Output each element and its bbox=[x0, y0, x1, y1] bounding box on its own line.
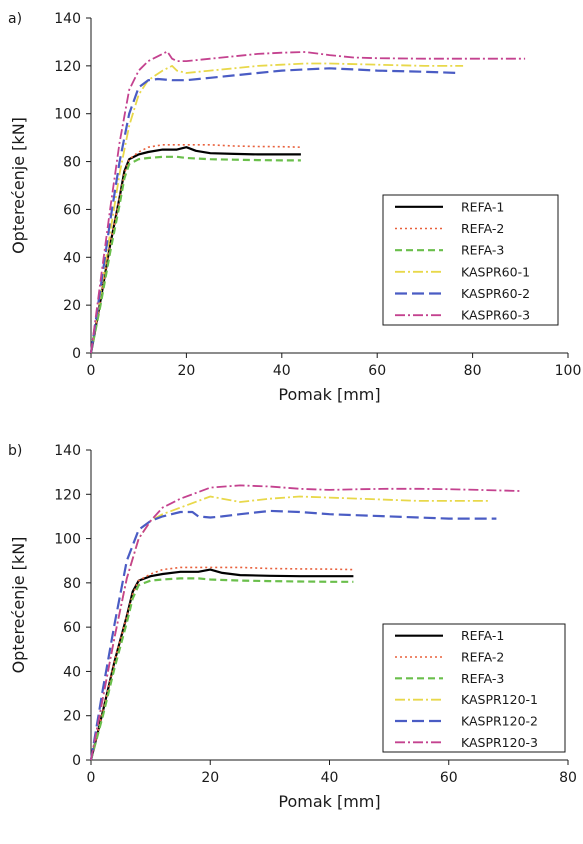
legend-label: REFA-1 bbox=[461, 628, 504, 643]
x-tick-label: 20 bbox=[177, 363, 195, 379]
y-tick-label: 0 bbox=[72, 346, 81, 362]
y-tick-label: 60 bbox=[63, 202, 81, 218]
y-tick-label: 40 bbox=[63, 250, 81, 266]
legend-label: KASPR60-1 bbox=[461, 264, 530, 279]
panel-label: b) bbox=[8, 443, 22, 459]
x-axis-label: Pomak [mm] bbox=[278, 792, 380, 811]
y-tick-label: 20 bbox=[63, 298, 81, 314]
legend-label: REFA-3 bbox=[461, 671, 504, 686]
series-line-kaspr60-2 bbox=[89, 67, 459, 354]
y-tick-label: 140 bbox=[54, 443, 81, 459]
legend-label: REFA-2 bbox=[461, 650, 504, 665]
y-axis-label: Opterećenje [kN] bbox=[9, 117, 28, 254]
series-line-refa-1 bbox=[89, 568, 354, 761]
y-tick-label: 0 bbox=[72, 753, 81, 769]
y-tick-label: 80 bbox=[63, 576, 81, 592]
series-line-kaspr120-1 bbox=[90, 495, 491, 761]
legend-label: KASPR60-2 bbox=[461, 286, 530, 301]
series-line-refa-1 bbox=[89, 146, 301, 354]
series-line-kaspr60-3 bbox=[90, 50, 526, 354]
legend-box bbox=[382, 623, 566, 753]
legend-label: KASPR120-2 bbox=[461, 714, 538, 729]
y-tick-label: 140 bbox=[54, 11, 81, 27]
series-line-refa-2 bbox=[90, 566, 354, 761]
legend-box bbox=[382, 194, 559, 326]
legend-label: REFA-3 bbox=[461, 243, 504, 258]
x-tick-label: 100 bbox=[555, 363, 582, 379]
x-tick-label: 0 bbox=[87, 363, 96, 379]
y-tick-label: 120 bbox=[54, 487, 81, 503]
x-tick-label: 80 bbox=[464, 363, 482, 379]
x-tick-label: 80 bbox=[559, 770, 577, 786]
y-tick-label: 100 bbox=[54, 532, 81, 548]
y-tick-label: 60 bbox=[63, 620, 81, 636]
x-tick-label: 20 bbox=[201, 770, 219, 786]
y-axis-label: Opterećenje [kN] bbox=[9, 537, 28, 674]
legend-label: KASPR60-3 bbox=[461, 308, 530, 323]
y-tick-label: 20 bbox=[63, 709, 81, 725]
x-tick-label: 0 bbox=[87, 770, 96, 786]
legend-label: REFA-1 bbox=[461, 199, 504, 214]
x-tick-label: 40 bbox=[273, 363, 291, 379]
series-line-refa-3 bbox=[89, 577, 354, 761]
y-tick-label: 120 bbox=[54, 59, 81, 75]
x-tick-label: 60 bbox=[440, 770, 458, 786]
panel-label: a) bbox=[8, 11, 22, 27]
x-tick-label: 60 bbox=[368, 363, 386, 379]
y-tick-label: 40 bbox=[63, 664, 81, 680]
series-line-kaspr120-3 bbox=[90, 484, 521, 761]
chart-panel-a: a) 0 20 40 60 80 100 120 140 0 20 40 60 80 100 Pomak [m… bbox=[8, 11, 582, 404]
x-tick-label: 40 bbox=[321, 770, 339, 786]
series-line-refa-3 bbox=[89, 155, 301, 354]
series-line-kaspr60-1 bbox=[90, 62, 464, 354]
series-line-kaspr120-2 bbox=[89, 509, 497, 761]
legend-label: KASPR120-3 bbox=[461, 735, 538, 750]
x-axis-label: Pomak [mm] bbox=[278, 385, 380, 404]
y-tick-label: 80 bbox=[63, 155, 81, 171]
series-line-refa-2 bbox=[90, 144, 301, 354]
legend-label: REFA-2 bbox=[461, 221, 504, 236]
legend-label: KASPR120-1 bbox=[461, 692, 538, 707]
y-tick-label: 100 bbox=[54, 107, 81, 123]
chart-panel-b: b) 0 20 40 60 80 100 120 140 0 20 40 60 80 Pomak [mm] O… bbox=[8, 443, 577, 811]
